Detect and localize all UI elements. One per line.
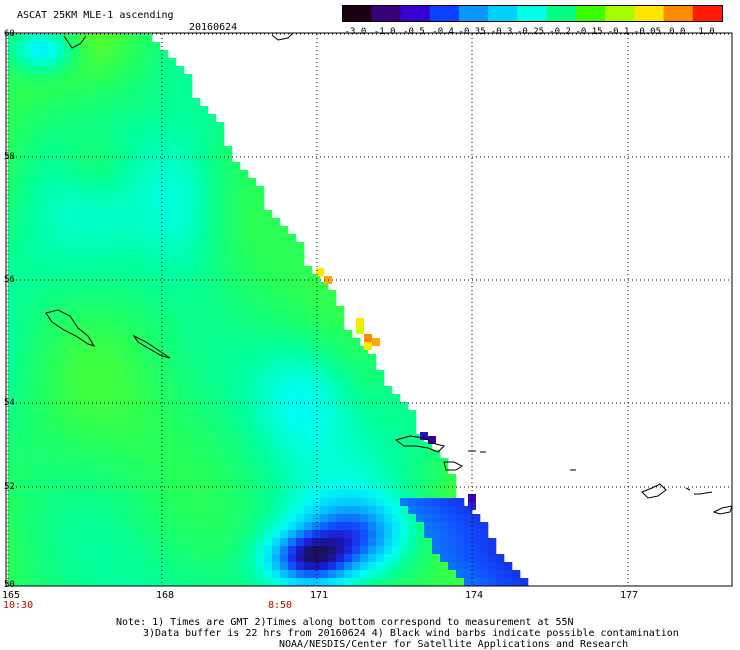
swath-hotspot <box>356 318 364 326</box>
colorbar-label: -0.05 <box>633 27 662 37</box>
semichi-islands <box>468 450 486 453</box>
colorbar-label: -1.0 <box>373 27 396 37</box>
swath-hotspot <box>364 342 372 350</box>
colorbar-swatch <box>429 5 460 21</box>
colorbar-label: -0.3 <box>490 27 513 37</box>
colorbar-label: -0.35 <box>458 27 486 37</box>
latitude-label: 54 <box>4 398 15 408</box>
latitude-label: 52 <box>4 482 15 492</box>
latitude-label: 58 <box>4 152 15 162</box>
colorbar-swatch <box>371 5 401 21</box>
colorbar-label: -3.0 <box>344 27 367 37</box>
note-line-3: NOAA/NESDIS/Center for Satellite Applica… <box>279 639 629 650</box>
colorbar-swatch <box>488 5 518 21</box>
swath-coldspot <box>420 432 428 440</box>
latitude-label: 50 <box>4 580 15 590</box>
colorbar-swatch <box>342 5 372 21</box>
swath-coldspot <box>428 436 436 444</box>
attu-island <box>394 435 445 453</box>
colorbar-label: 0.0 <box>669 27 686 37</box>
wind-map <box>5 32 733 587</box>
map-frame <box>5 32 733 587</box>
colorbar-swatch <box>400 5 431 21</box>
rat-island-2 <box>685 487 713 495</box>
product-date: 20160624 <box>189 22 238 33</box>
longitude-label: 174 <box>465 590 484 601</box>
product-title: ASCAT 25KM MLE-1 ascending <box>17 10 174 21</box>
colorbar-label: 1.0 <box>698 27 715 37</box>
colorbar-label: -0.2 <box>549 27 571 37</box>
note-line-2: 3)Data buffer is 22 hrs from 20160624 4)… <box>143 628 679 639</box>
amchitka-island <box>712 505 733 515</box>
colorbar-swatch <box>458 5 489 21</box>
kamchatka-coast <box>63 35 87 49</box>
note-line-1: Note: 1) Times are GMT 2)Times along bot… <box>116 617 574 628</box>
coastlines <box>45 33 733 515</box>
swath-hotspot <box>372 338 380 346</box>
bering-island <box>45 309 96 347</box>
colorbar-swatch <box>663 5 694 21</box>
kiska-island <box>641 483 667 499</box>
latitude-label: 60 <box>4 29 15 39</box>
longitude-label: 177 <box>620 590 639 601</box>
colorbar-swatch <box>546 5 577 21</box>
colorbar-swatch <box>634 5 665 21</box>
longitude-label: 165 <box>2 590 21 601</box>
colorbar-label: -0.15 <box>575 27 603 37</box>
latitude-label: 56 <box>4 275 15 285</box>
colorbar-swatch <box>517 5 548 21</box>
time-label-mid: 8:50 <box>268 600 293 611</box>
colorbar-swatch <box>605 5 635 21</box>
longitude-label: 171 <box>310 590 329 601</box>
swath-hotspot <box>364 334 372 342</box>
coast-top-fragment <box>271 33 293 41</box>
colorbar <box>342 5 723 22</box>
swath-hotspot <box>356 326 364 334</box>
medny-island <box>132 334 171 359</box>
colorbar-label: -0.5 <box>403 27 425 37</box>
colorbar-label: -0.25 <box>517 27 545 37</box>
colorbar-label: -0.1 <box>607 27 630 37</box>
time-label-left: 10:30 <box>3 600 34 611</box>
colorbar-swatch <box>575 5 606 21</box>
colorbar-cells <box>342 5 723 22</box>
agattu-island <box>443 461 463 471</box>
swath-hotspot <box>316 268 324 276</box>
colorbar-swatch <box>692 5 723 21</box>
graticule <box>7 33 732 587</box>
longitude-label: 168 <box>156 590 175 601</box>
swath-cells <box>8 34 529 587</box>
colorbar-label: -0.4 <box>432 27 454 37</box>
